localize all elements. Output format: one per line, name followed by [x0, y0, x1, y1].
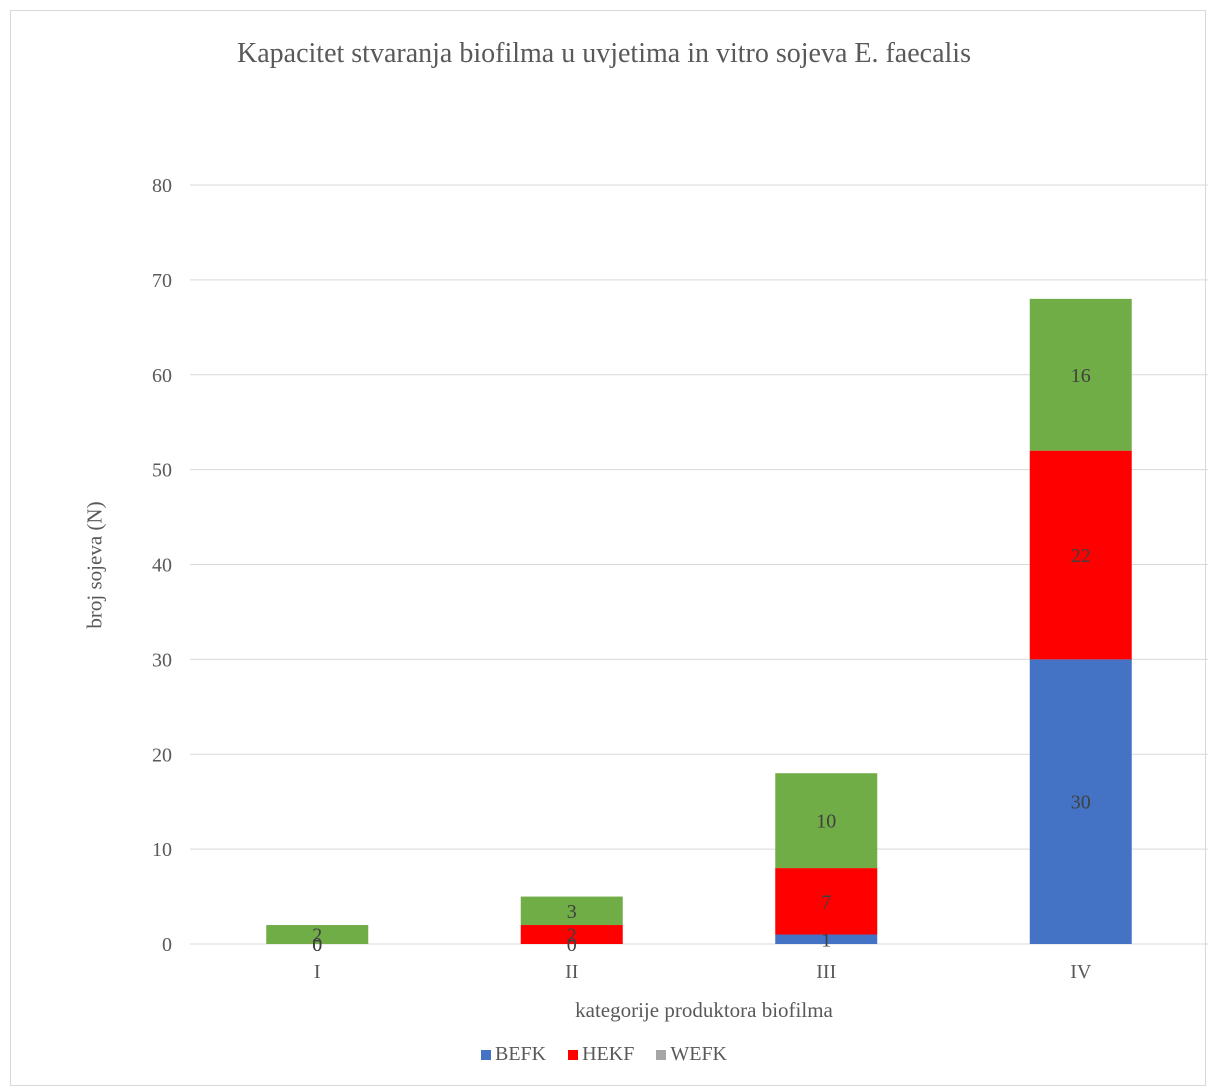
bar-wefk-ii: [520, 896, 623, 926]
legend-swatch-befk: [480, 1049, 491, 1060]
legend-label-hekf: HEKF: [582, 1043, 635, 1065]
legend-swatch-wefk: [656, 1049, 667, 1060]
bar-wefk-iv: [1029, 298, 1132, 451]
data-label-befk-iv: 30: [1071, 792, 1091, 814]
y-axis-title: broj sojeva (N): [82, 501, 107, 629]
data-label-befk-ii: 0: [567, 934, 577, 956]
data-label-wefk-iv: 16: [1071, 365, 1091, 387]
y-tick-label-60: 60: [152, 365, 172, 387]
legend-swatch-hekf: [568, 1049, 579, 1060]
x-tick-label-i: I: [314, 961, 321, 983]
data-label-wefk-ii: 3: [567, 901, 577, 923]
x-tick-labels: I II III IV: [314, 961, 1092, 983]
data-label-befk-i: 0: [312, 934, 322, 956]
y-tick-labels: 0 10 20 30 40 50 60 70 80: [152, 175, 172, 956]
x-tick-label-ii: II: [565, 961, 578, 983]
y-tick-label-80: 80: [152, 175, 172, 197]
legend: BEFK HEKF WEFK: [0, 1043, 1208, 1066]
y-tick-label-30: 30: [152, 649, 172, 671]
bar-hekf-ii: [520, 925, 623, 944]
x-tick-label-iv: IV: [1070, 961, 1092, 983]
y-tick-label-20: 20: [152, 744, 172, 766]
data-label-hekf-iv: 22: [1071, 545, 1091, 567]
bar-befk-iv: [1029, 659, 1132, 944]
legend-item-befk: BEFK: [480, 1043, 547, 1066]
y-tick-label-70: 70: [152, 270, 172, 292]
data-label-hekf-ii: 2: [567, 925, 577, 947]
legend-item-wefk: WEFK: [656, 1043, 727, 1066]
bar-hekf-iii: [775, 868, 878, 935]
y-tick-label-0: 0: [162, 934, 172, 956]
y-tick-label-10: 10: [152, 839, 172, 861]
legend-label-befk: BEFK: [494, 1043, 547, 1065]
data-label-wefk-i: 2: [312, 925, 322, 947]
data-label-befk-iii: 1: [821, 929, 831, 951]
y-tick-label-50: 50: [152, 460, 172, 482]
bar-stacks: [266, 298, 1132, 944]
chart-title: Kapacitet stvaranja biofilma u uvjetima …: [237, 38, 971, 69]
data-label-hekf-iii: 7: [821, 891, 831, 913]
data-label-hekf-i: 0: [312, 934, 322, 956]
x-axis-title: kategorije produktora biofilma: [575, 998, 833, 1022]
y-tick-label-40: 40: [152, 555, 172, 577]
bar-wefk-i: [266, 925, 369, 944]
bar-wefk-iii: [775, 773, 878, 869]
legend-item-hekf: HEKF: [568, 1043, 634, 1066]
legend-label-wefk: WEFK: [670, 1043, 728, 1065]
x-tick-label-iii: III: [816, 961, 836, 983]
bar-befk-iii: [775, 934, 878, 944]
bar-hekf-iv: [1029, 450, 1132, 660]
data-label-wefk-iii: 10: [816, 811, 836, 833]
